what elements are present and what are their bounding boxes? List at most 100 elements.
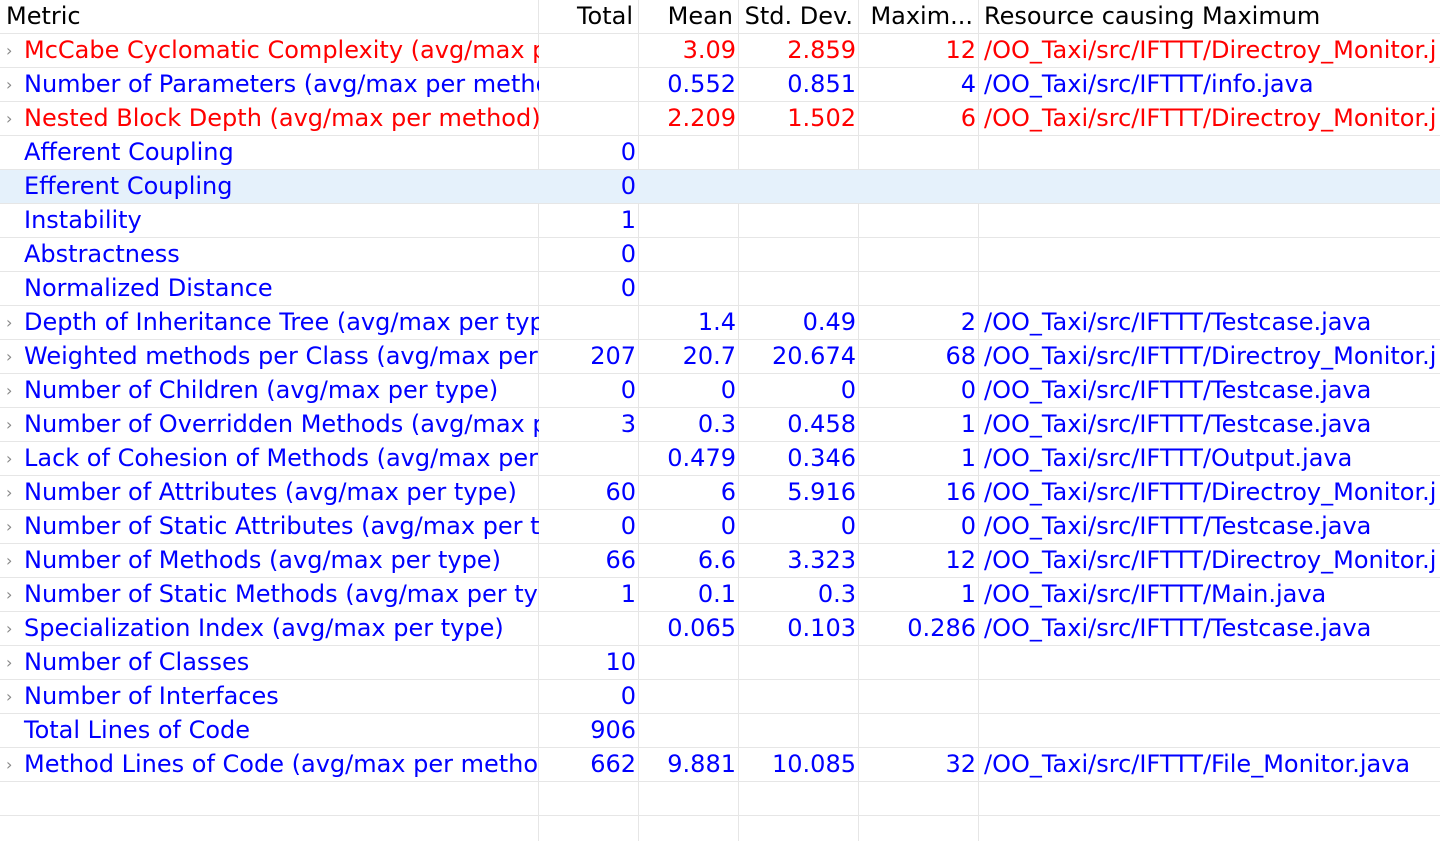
- table-row[interactable]: › Number of Children (avg/max per type) 0 0…: [0, 374, 1440, 408]
- resource-path: [979, 136, 1440, 169]
- total-value: 207: [590, 342, 636, 370]
- table-row[interactable]: › Number of Classes 10: [0, 646, 1440, 680]
- total-value: 66: [605, 546, 636, 574]
- expand-chevron-icon[interactable]: ›: [6, 449, 13, 468]
- resource-path: [979, 646, 1440, 679]
- table-row[interactable]: Total Lines of Code 906: [0, 714, 1440, 748]
- table-row[interactable]: › Number of Methods (avg/max per type) 66 6…: [0, 544, 1440, 578]
- table-row[interactable]: › Specialization Index (avg/max per type)…: [0, 612, 1440, 646]
- std-dev-value: 0: [840, 512, 856, 540]
- maximum-value: 0: [960, 512, 976, 540]
- metric-name: Number of Static Methods (avg/max per ty…: [24, 580, 539, 608]
- resource-path: /OO_Taxi/src/IFTTT/Testcase.java: [984, 512, 1372, 540]
- table-row[interactable]: › Nested Block Depth (avg/max per method)…: [0, 102, 1440, 136]
- table-row[interactable]: › Weighted methods per Class (avg/max per…: [0, 340, 1440, 374]
- metric-name: Afferent Coupling: [24, 138, 234, 166]
- total-value: 0: [620, 172, 636, 200]
- std-dev-value: 20.674: [772, 342, 856, 370]
- maximum-value: [859, 646, 979, 679]
- expand-chevron-icon[interactable]: ›: [6, 585, 13, 604]
- table-row[interactable]: › Lack of Cohesion of Methods (avg/max pe…: [0, 442, 1440, 476]
- resource-path: /OO_Taxi/src/IFTTT/Directroy_Monitor.j: [984, 546, 1437, 574]
- metric-name: Specialization Index (avg/max per type): [24, 614, 504, 642]
- maximum-value: 68: [945, 342, 976, 370]
- expand-chevron-icon[interactable]: ›: [6, 619, 13, 638]
- expand-chevron-icon[interactable]: ›: [6, 109, 13, 128]
- expand-chevron-icon[interactable]: ›: [6, 483, 13, 502]
- table-row[interactable]: › Number of Static Methods (avg/max per t…: [0, 578, 1440, 612]
- table-row[interactable]: › Number of Attributes (avg/max per type)…: [0, 476, 1440, 510]
- mean-value: 0.3: [697, 410, 736, 438]
- std-dev-value: 0.49: [802, 308, 856, 336]
- mean-value: 0.479: [667, 444, 736, 472]
- metric-name: Lack of Cohesion of Methods (avg/max per…: [24, 444, 539, 472]
- maximum-value: 1: [960, 580, 976, 608]
- expand-chevron-icon[interactable]: ›: [6, 313, 13, 332]
- mean-value: 6: [720, 478, 736, 506]
- table-row[interactable]: › Method Lines of Code (avg/max per metho…: [0, 748, 1440, 782]
- mean-value: [639, 238, 739, 271]
- header-mean[interactable]: Mean: [667, 2, 733, 30]
- header-total[interactable]: Total: [576, 2, 633, 30]
- table-row[interactable]: Efferent Coupling 0: [0, 170, 1440, 204]
- expand-chevron-icon[interactable]: ›: [6, 415, 13, 434]
- maximum-value: 16: [945, 478, 976, 506]
- maximum-value: 0: [960, 376, 976, 404]
- header-metric[interactable]: Metric: [6, 2, 81, 30]
- expand-chevron-icon[interactable]: ›: [6, 653, 13, 672]
- mean-value: 9.881: [667, 750, 736, 778]
- expand-chevron-icon[interactable]: ›: [6, 687, 13, 706]
- expand-chevron-icon[interactable]: ›: [6, 517, 13, 536]
- column-divider: [638, 0, 639, 841]
- mean-value: [639, 170, 739, 203]
- metric-name: Weighted methods per Class (avg/max per …: [24, 342, 539, 370]
- table-header: Metric Total Mean Std. Dev. Maxim... Res…: [0, 0, 1440, 34]
- expand-chevron-icon[interactable]: ›: [6, 381, 13, 400]
- metric-name: Number of Children (avg/max per type): [24, 376, 499, 404]
- column-divider: [538, 0, 539, 841]
- mean-value: 2.209: [667, 104, 736, 132]
- table-row[interactable]: › Depth of Inheritance Tree (avg/max per …: [0, 306, 1440, 340]
- header-maximum[interactable]: Maxim...: [870, 2, 973, 30]
- std-dev-value: 10.085: [772, 750, 856, 778]
- header-resource[interactable]: Resource causing Maximum: [984, 2, 1321, 30]
- metric-name: Depth of Inheritance Tree (avg/max per t…: [24, 308, 539, 336]
- maximum-value: [859, 170, 979, 203]
- maximum-value: 4: [960, 70, 976, 98]
- resource-path: /OO_Taxi/src/IFTTT/Output.java: [984, 444, 1353, 472]
- resource-path: [979, 714, 1440, 747]
- table-row[interactable]: › Number of Interfaces 0: [0, 680, 1440, 714]
- header-std-dev[interactable]: Std. Dev.: [744, 2, 853, 30]
- expand-chevron-icon[interactable]: ›: [6, 347, 13, 366]
- std-dev-value: [739, 238, 859, 271]
- resource-path: /OO_Taxi/src/IFTTT/Directroy_Monitor.j: [984, 104, 1437, 132]
- mean-value: [639, 646, 739, 679]
- mean-value: 0.065: [667, 614, 736, 642]
- total-value: 3: [620, 410, 636, 438]
- table-row[interactable]: › Number of Parameters (avg/max per metho…: [0, 68, 1440, 102]
- mean-value: 0.552: [667, 70, 736, 98]
- table-row[interactable]: Normalized Distance 0: [0, 272, 1440, 306]
- table-row[interactable]: Instability 1: [0, 204, 1440, 238]
- mean-value: [639, 680, 739, 713]
- table-row[interactable]: › Number of Overridden Methods (avg/max p…: [0, 408, 1440, 442]
- table-row[interactable]: › McCabe Cyclomatic Complexity (avg/max p…: [0, 34, 1440, 68]
- mean-value: 3.09: [682, 36, 736, 64]
- total-value: 60: [605, 478, 636, 506]
- expand-chevron-icon[interactable]: ›: [6, 41, 13, 60]
- resource-path: /OO_Taxi/src/IFTTT/Testcase.java: [984, 308, 1372, 336]
- metric-name: Instability: [24, 206, 142, 234]
- total-value: [539, 442, 639, 475]
- expand-chevron-icon[interactable]: ›: [6, 755, 13, 774]
- column-divider: [738, 0, 739, 841]
- expand-chevron-icon[interactable]: ›: [6, 551, 13, 570]
- metric-name: Normalized Distance: [24, 274, 273, 302]
- table-row[interactable]: › Number of Static Attributes (avg/max pe…: [0, 510, 1440, 544]
- expand-chevron-icon[interactable]: ›: [6, 75, 13, 94]
- total-value: 0: [620, 682, 636, 710]
- metric-name: Number of Static Attributes (avg/max per…: [24, 512, 539, 540]
- table-row[interactable]: Afferent Coupling 0: [0, 136, 1440, 170]
- maximum-value: 1: [960, 444, 976, 472]
- table-row[interactable]: Abstractness 0: [0, 238, 1440, 272]
